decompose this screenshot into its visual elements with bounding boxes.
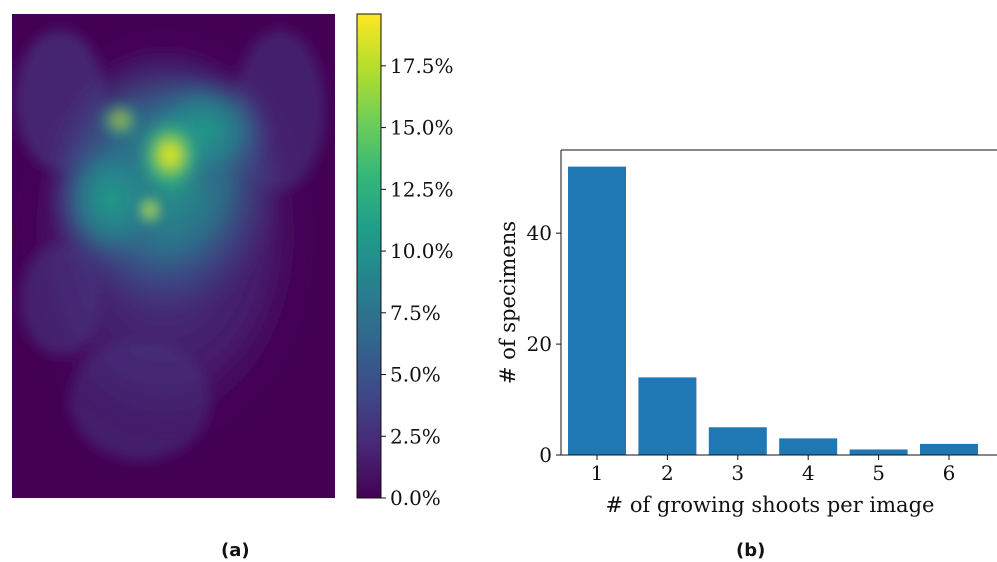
colorbar-tick-label: 15.0% <box>390 116 454 140</box>
x-tick-label: 6 <box>943 461 956 485</box>
bar-2 <box>638 377 697 455</box>
y-tick-label: 20 <box>527 332 552 356</box>
caption-a: (a) <box>221 540 250 561</box>
colorbar-gradient <box>356 13 382 499</box>
x-tick-label: 2 <box>661 461 674 485</box>
colorbar-tick-label: 10.0% <box>390 239 454 263</box>
panel-b: 0 20 40 1 2 3 4 5 6 # of growing shoots per image… <box>480 0 997 562</box>
colorbar-tick-label: 5.0% <box>390 363 441 387</box>
x-tick-label: 3 <box>731 461 744 485</box>
y-axis-title: # of specimens <box>496 221 520 384</box>
y-tick-label: 40 <box>527 221 552 245</box>
x-tick-label: 4 <box>802 461 815 485</box>
y-tick-label: 0 <box>539 443 552 467</box>
caption-b: (b) <box>736 540 766 561</box>
colorbar-tick-label: 0.0% <box>390 486 441 510</box>
bar-3 <box>708 427 767 455</box>
x-axis-title: # of growing shoots per image <box>606 493 935 517</box>
colorbar-tick-label: 12.5% <box>390 177 454 201</box>
colorbar: 0.0% 2.5% 5.0% 7.5% 10.0% 12.5% 15.0% 17.5% <box>356 13 454 510</box>
colorbar-tick-label: 7.5% <box>390 301 441 325</box>
x-tick-label: 5 <box>872 461 885 485</box>
bar-chart: 0 20 40 1 2 3 4 5 6 # of growing shoots per image… <box>496 149 997 517</box>
heatmap-density <box>15 25 325 460</box>
bar-4 <box>779 438 838 455</box>
heatmap-figure: 0.0% 2.5% 5.0% 7.5% 10.0% 12.5% 15.0% 17.5% <box>12 13 454 510</box>
bar-6 <box>920 443 978 455</box>
colorbar-tick-label: 17.5% <box>390 54 454 78</box>
x-tick-label: 1 <box>591 461 604 485</box>
bar-1 <box>568 166 626 456</box>
bar-5 <box>849 449 908 455</box>
panel-a: 0.0% 2.5% 5.0% 7.5% 10.0% 12.5% 15.0% 17.5% (a) <box>0 0 480 562</box>
colorbar-tick-label: 2.5% <box>390 424 441 448</box>
